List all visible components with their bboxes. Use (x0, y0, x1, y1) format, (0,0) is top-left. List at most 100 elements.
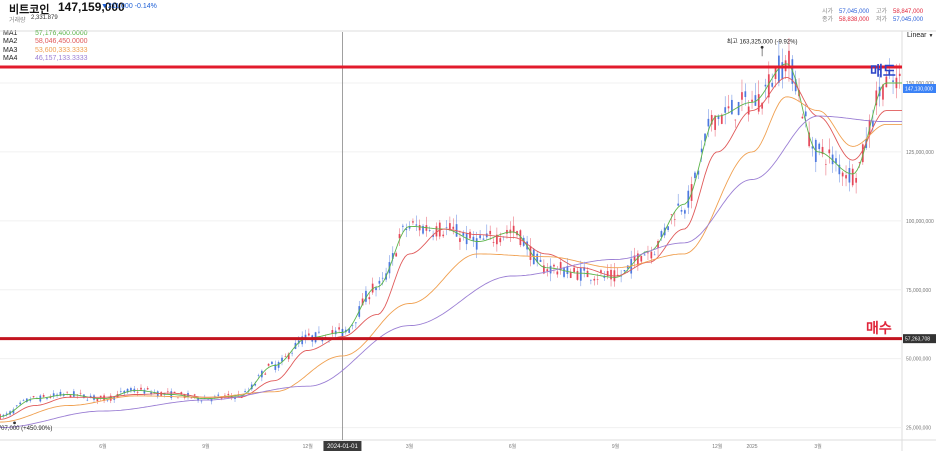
candle-body (52, 393, 55, 397)
candle-body (415, 224, 418, 226)
candle-body (281, 357, 283, 362)
candle-body (804, 111, 807, 117)
candle-body (573, 267, 576, 273)
candle-body (741, 92, 743, 100)
candle-body (200, 400, 203, 402)
candle-body (180, 392, 183, 395)
candle-body (744, 91, 747, 98)
candle-body (448, 223, 451, 231)
candle-body (56, 394, 58, 396)
candle-body (495, 234, 498, 245)
candle-body (553, 264, 555, 267)
candle-body (244, 391, 246, 392)
candle-body (771, 82, 774, 87)
candle-body (636, 253, 639, 266)
candle-body (361, 298, 364, 306)
candle-body (694, 172, 696, 179)
candle-body (549, 265, 552, 274)
candle-body (452, 226, 455, 229)
candle-body (438, 222, 441, 237)
candle-body (593, 278, 596, 281)
candle-body (489, 230, 492, 235)
candle-body (529, 246, 532, 260)
current-price-tag (903, 84, 936, 93)
candles (0, 38, 901, 420)
annotations: 147,130,000 57,263,708 최고 163,325,000 (-9.… (0, 37, 936, 432)
candle-body (257, 375, 260, 376)
candle-body (606, 271, 609, 277)
candle-body (828, 149, 831, 154)
horizontal-lines (0, 65, 902, 341)
candle-body (888, 69, 891, 72)
candle-body (650, 251, 653, 259)
candle-body (422, 225, 424, 234)
candle-body (381, 277, 384, 279)
candle-body (620, 275, 623, 277)
candle-body (730, 99, 733, 115)
candle-body (401, 225, 404, 227)
candle-body (710, 114, 713, 125)
y-tick-label: 25,000,000 (906, 426, 931, 432)
candle-body (647, 252, 649, 254)
candle-body (858, 162, 861, 164)
candle-body (462, 232, 465, 236)
candle-body (492, 242, 495, 243)
candle-body (150, 392, 152, 395)
candle-body (130, 388, 132, 391)
candle-body (391, 253, 394, 259)
candle-body (757, 94, 760, 112)
scale-mode-dropdown[interactable]: Linear ▼ (907, 32, 934, 39)
price-change: ▼211,000 -0.14% (101, 3, 157, 10)
candle-body (331, 330, 334, 334)
candle-body (683, 210, 686, 214)
candle-body (190, 397, 193, 399)
candle-body (835, 158, 837, 164)
candle-body (667, 226, 670, 230)
candle-body (885, 76, 888, 88)
candle-body (368, 297, 371, 300)
candle-body (284, 356, 287, 358)
candle-body (818, 143, 821, 150)
candle-body (472, 236, 475, 241)
candle-body (126, 388, 129, 393)
candle-body (838, 164, 841, 175)
candle-body (855, 177, 858, 183)
moving-averages (0, 63, 902, 429)
candle-body (146, 388, 149, 390)
max-label: 최고 163,325,000 (-9.92%) (727, 37, 798, 45)
ma-line-ma1 (0, 63, 902, 418)
candle-body (600, 270, 602, 274)
candle-body (633, 255, 636, 261)
candle-body (217, 394, 220, 396)
candle-body (109, 395, 112, 401)
candle-body (653, 254, 656, 256)
y-tick-label: 50,000,000 (906, 357, 931, 363)
candle-body (166, 391, 169, 393)
candle-body (563, 268, 565, 277)
candle-body (714, 115, 717, 130)
candle-body (227, 393, 230, 395)
x-tick-label: 6월 (509, 443, 517, 450)
candle-body (99, 395, 102, 398)
crosshair-date-box (323, 441, 362, 451)
candle-body (428, 230, 431, 231)
candle-body (378, 280, 381, 284)
candle-body (445, 227, 448, 228)
price-chart[interactable]: 150,000,000125,000,000100,000,00075,000,… (0, 26, 936, 451)
candle-body (59, 391, 62, 396)
candle-body (86, 399, 89, 401)
ma-legend-row: MA3 53,600,333.3333 (3, 46, 88, 54)
candle-body (583, 267, 586, 271)
candle-body (22, 400, 25, 401)
candle-body (15, 405, 18, 407)
ma-line-ma3 (0, 96, 902, 423)
buy-price-tag-label: 57,263,708 (905, 337, 930, 343)
candle-body (29, 399, 32, 401)
candle-body (727, 106, 730, 109)
stat-close: 종가 58,838,000 (822, 17, 870, 23)
candle-body (734, 119, 737, 121)
candle-body (119, 391, 122, 392)
candle-body (680, 210, 683, 212)
candle-body (240, 397, 243, 399)
candle-body (861, 144, 864, 163)
